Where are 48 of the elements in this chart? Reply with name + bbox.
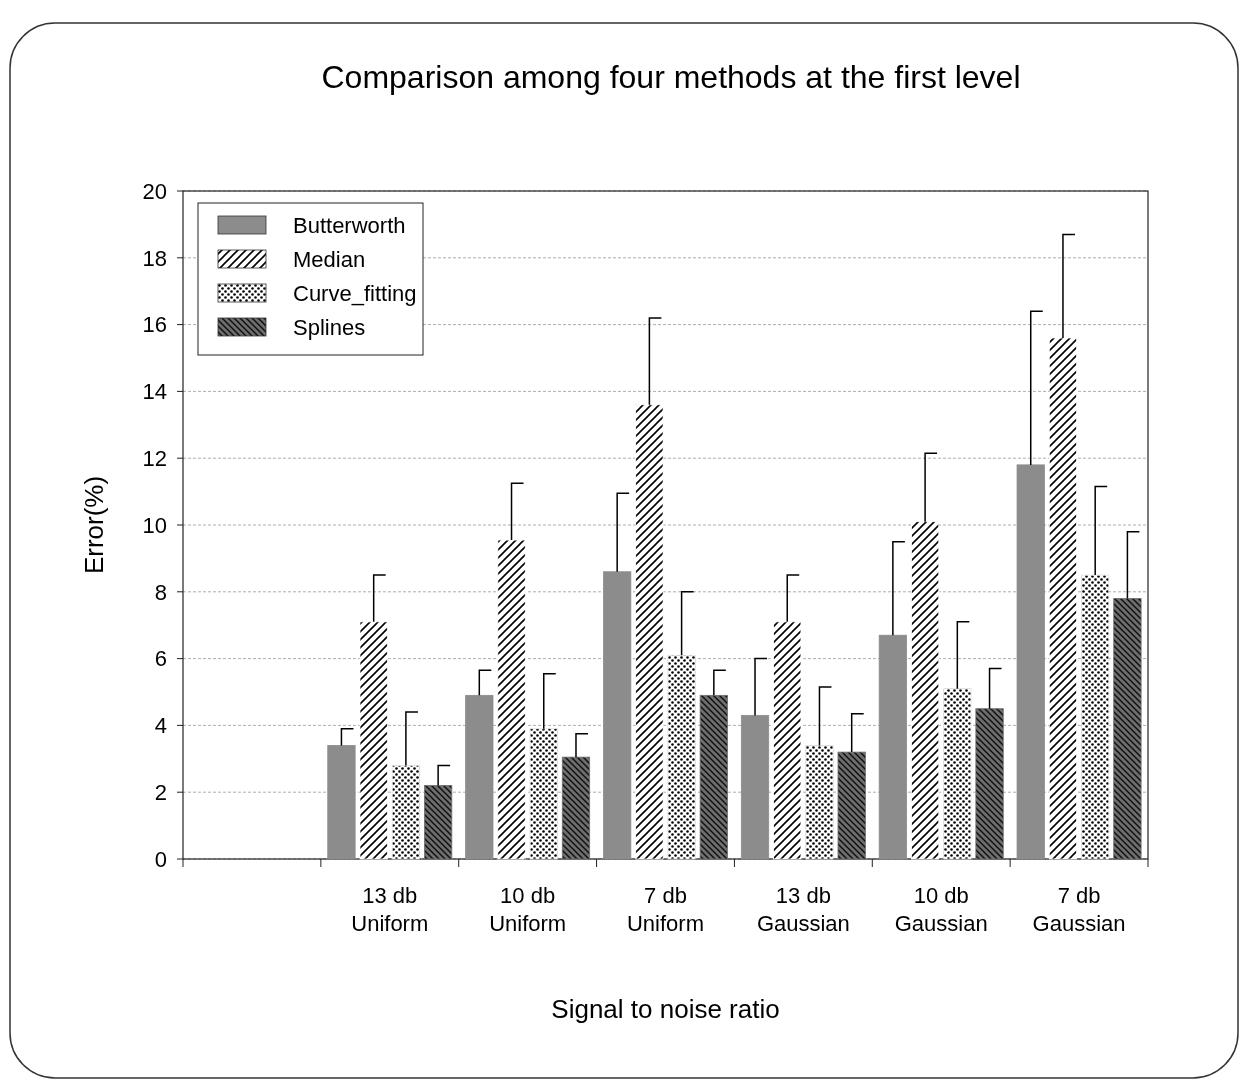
bar bbox=[740, 714, 770, 860]
y-tick-label: 16 bbox=[142, 312, 167, 338]
bar bbox=[497, 539, 526, 860]
bar bbox=[1048, 337, 1078, 860]
bar bbox=[975, 708, 1004, 860]
bar bbox=[699, 694, 728, 860]
x-tick-label: 7 db Uniform bbox=[626, 883, 705, 936]
x-axis-title: Signal to noise ratio bbox=[551, 994, 780, 1024]
y-tick-label: 4 bbox=[154, 713, 167, 739]
bar bbox=[911, 521, 940, 860]
bar bbox=[603, 571, 632, 860]
y-tick-label: 18 bbox=[142, 245, 167, 271]
y-axis-title: Error(%) bbox=[79, 475, 109, 575]
bar bbox=[837, 751, 866, 860]
bar bbox=[561, 756, 591, 860]
bar bbox=[1113, 598, 1142, 860]
y-tick-label: 12 bbox=[142, 445, 167, 471]
bar bbox=[635, 404, 664, 860]
bar bbox=[359, 621, 388, 860]
chart-title: Comparison among four methods at the first level bbox=[321, 59, 1021, 95]
bar bbox=[1081, 574, 1110, 860]
legend-label: Median bbox=[293, 246, 366, 272]
bar bbox=[529, 728, 558, 860]
x-tick-label: 13 db Uniform bbox=[351, 883, 429, 936]
bar bbox=[465, 694, 494, 860]
bar bbox=[805, 745, 834, 860]
bar bbox=[424, 785, 453, 860]
y-tick-label: 20 bbox=[142, 178, 167, 204]
legend-label: Curve_fitting bbox=[293, 280, 417, 306]
y-tick-label: 0 bbox=[154, 846, 167, 872]
y-tick-label: 14 bbox=[142, 379, 167, 405]
bar bbox=[667, 654, 696, 860]
x-tick-label: 10 db Gaussian bbox=[894, 883, 988, 936]
y-tick-label: 8 bbox=[154, 579, 167, 605]
bar bbox=[391, 765, 420, 860]
legend-label: Splines bbox=[293, 314, 366, 340]
bar bbox=[327, 745, 356, 860]
y-tick-label: 10 bbox=[142, 512, 167, 538]
bar bbox=[1016, 464, 1045, 860]
y-tick-label: 2 bbox=[154, 779, 167, 805]
y-tick-label: 6 bbox=[154, 646, 167, 672]
x-tick-label: 7 db Gaussian bbox=[1032, 883, 1126, 936]
x-tick-label: 10 db Uniform bbox=[489, 883, 567, 936]
bar bbox=[773, 621, 802, 860]
bar bbox=[878, 634, 907, 860]
bar bbox=[943, 688, 972, 860]
legend-label: Butterworth bbox=[293, 212, 406, 238]
x-tick-label: 13 db Gaussian bbox=[756, 883, 850, 936]
